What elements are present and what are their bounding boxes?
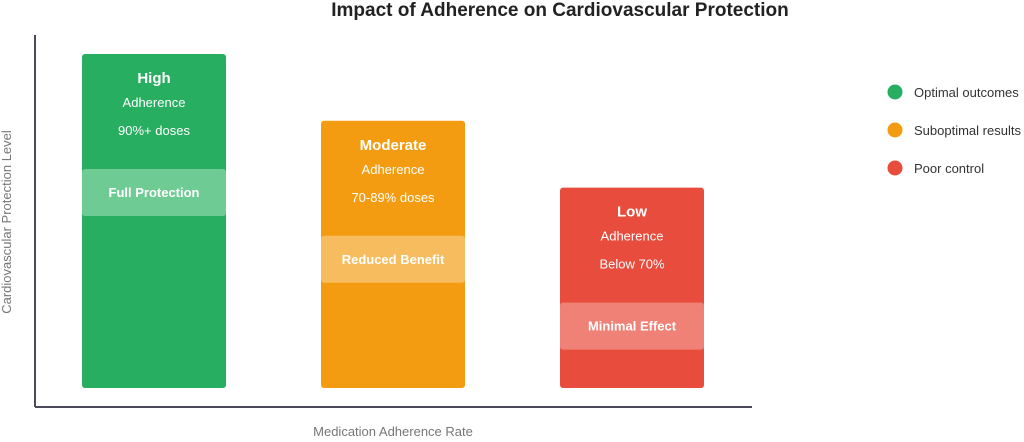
bar-subtitle: Adherence (123, 95, 186, 110)
bar-title: Moderate (360, 137, 427, 154)
legend-swatch (887, 160, 903, 176)
legend-swatch (887, 122, 903, 138)
legend-item: Suboptimal results (887, 122, 1021, 138)
effect-label: Reduced Benefit (342, 252, 445, 267)
y-axis-label: Cardiovascular Protection Level (0, 130, 14, 314)
bar-doses: Below 70% (599, 257, 664, 272)
bar-title: Low (617, 204, 647, 221)
legend-label: Suboptimal results (914, 123, 1021, 138)
bar-high: High Adherence 90%+ doses Full Protection (82, 54, 226, 388)
bar-doses: 90%+ doses (118, 123, 190, 138)
chart-title: Impact of Adherence on Cardiovascular Pr… (331, 0, 789, 21)
bar-doses: 70-89% doses (351, 190, 435, 205)
x-axis-label: Medication Adherence Rate (313, 424, 473, 437)
legend-label: Optimal outcomes (914, 85, 1019, 100)
effect-label: Full Protection (109, 185, 200, 200)
bar-subtitle: Adherence (601, 229, 664, 244)
legend-item: Poor control (887, 160, 984, 176)
bar-low: Low Adherence Below 70% Minimal Effect (560, 187, 704, 388)
legend-item: Optimal outcomes (887, 84, 1019, 100)
effect-band (560, 302, 704, 350)
bar-moderate: Moderate Adherence 70-89% doses Reduced Ben… (321, 120, 465, 389)
bar-subtitle: Adherence (362, 162, 425, 177)
bar-rect (82, 54, 226, 388)
legend-swatch (887, 84, 903, 100)
effect-band (82, 169, 226, 216)
effect-band (321, 235, 465, 283)
bar-title: High (137, 70, 170, 87)
effect-label: Minimal Effect (588, 319, 677, 334)
legend-label: Poor control (914, 161, 984, 176)
